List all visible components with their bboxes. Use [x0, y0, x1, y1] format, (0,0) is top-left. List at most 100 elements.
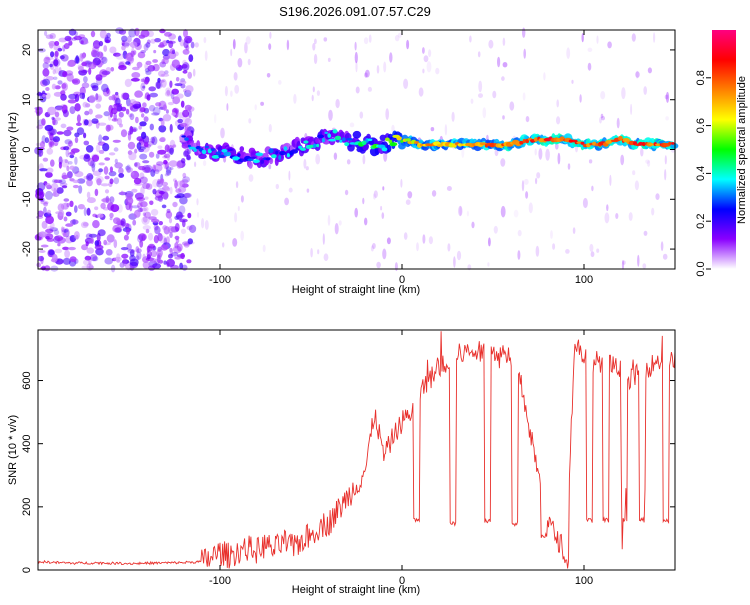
spectrogram-noise-blob: [145, 228, 150, 234]
spectrogram-noise-blob: [113, 147, 119, 152]
spectrogram-y-tick-label: 20: [21, 44, 33, 56]
spectrogram-noise-blob: [120, 129, 128, 138]
spectrogram-noise-streak: [664, 169, 667, 181]
spectrogram-noise-blob: [44, 124, 54, 132]
spectrogram-noise-streak: [591, 185, 594, 192]
spectrogram-noise-streak: [590, 251, 595, 258]
spectrogram-noise-streak: [488, 39, 494, 49]
spectrogram-noise-blob: [72, 184, 79, 189]
spectrogram-noise-blob: [148, 86, 156, 92]
spectrogram-noise-streak: [665, 91, 670, 103]
spectrogram-noise-streak: [647, 160, 651, 167]
spectrogram-noise-blob: [53, 44, 61, 51]
spectrogram-noise-blob: [142, 253, 146, 260]
spectrogram-noise-streak: [637, 254, 640, 267]
spectrogram-noise-streak: [372, 243, 376, 249]
spectrogram-noise-blob: [65, 211, 72, 217]
spectrogram-noise-blob: [182, 193, 191, 198]
spectrogram-noise-blob: [45, 215, 54, 225]
spectrogram-signal-core: [232, 156, 240, 161]
spectrogram-noise-blob: [153, 49, 157, 54]
spectrogram-noise-blob: [160, 118, 165, 127]
spectrogram-noise-streak: [354, 51, 358, 64]
spectrogram-noise-blob: [53, 229, 60, 236]
spectrogram-noise-streak: [522, 27, 526, 38]
snr-panel: -100 0 100 0 200 400 600 Height of straight l…: [7, 329, 676, 596]
spectrogram-signal-core: [339, 139, 343, 143]
spectrogram-noise-streak: [522, 92, 526, 101]
spectrogram-noise-blob: [168, 33, 177, 40]
spectrogram-noise-streak: [430, 127, 435, 132]
spectrogram-noise-streak: [556, 116, 561, 125]
spectrogram-noise-streak: [365, 69, 370, 78]
spectrogram-noise-blob: [49, 141, 55, 148]
spectrogram-noise-streak: [572, 227, 576, 235]
spectrogram-noise-blob: [104, 157, 111, 161]
spectrogram-x-tick-label: -100: [209, 274, 231, 286]
spectrogram-noise-streak: [615, 213, 619, 219]
spectrogram-noise-blob: [133, 177, 142, 185]
spectrogram-noise-streak: [286, 39, 290, 51]
spectrogram-noise-blob: [168, 160, 178, 168]
spectrogram-signal-core: [283, 146, 288, 151]
spectrogram-noise-streak: [240, 195, 244, 203]
spectrogram-noise-streak: [621, 259, 625, 270]
spectrogram-noise-blob: [115, 91, 119, 96]
spectrogram-noise-blob: [162, 48, 170, 57]
spectrogram-noise-blob: [63, 216, 68, 222]
spectrogram-noise-blob: [165, 109, 169, 114]
spectrogram-noise-streak: [383, 61, 387, 73]
spectrogram-noise-blob: [172, 201, 178, 208]
spectrogram-noise-blob: [62, 257, 71, 265]
spectrogram-noise-blob: [183, 192, 192, 199]
spectrogram-noise-streak: [288, 170, 291, 181]
spectrogram-noise-blob: [53, 179, 63, 184]
spectrogram-noise-streak: [322, 233, 325, 245]
spectrogram-noise-blob: [76, 122, 82, 126]
spectrogram-noise-blob: [61, 174, 69, 180]
spectrogram-noise-blob: [118, 191, 128, 196]
spectrogram-noise-blob: [102, 197, 111, 204]
spectrogram-noise-blob: [95, 144, 101, 153]
spectrogram-noise-blob: [81, 244, 88, 251]
spectrogram-signal-core: [404, 138, 412, 142]
spectrogram-noise-blob: [166, 208, 171, 214]
spectrogram-noise-blob: [143, 206, 149, 212]
spectrogram-noise-streak: [204, 220, 209, 230]
spectrogram-noise-streak: [268, 164, 272, 170]
spectrogram-noise-blob: [54, 235, 64, 242]
spectrogram-noise-blob: [174, 256, 182, 260]
spectrogram-noise-blob: [98, 40, 104, 47]
spectrogram-noise-blob: [183, 150, 189, 157]
spectrogram-noise-blob: [149, 200, 154, 206]
spectrogram-noise-streak: [245, 36, 251, 45]
colorbar-label: Normalized spectral amplitude: [736, 76, 748, 224]
spectrogram-noise-streak: [311, 94, 314, 102]
snr-x-tick-label: 0: [399, 575, 405, 587]
spectrogram-noise-streak: [202, 160, 207, 167]
spectrogram-noise-blob: [165, 236, 170, 245]
spectrogram-signal-core: [522, 138, 526, 144]
spectrogram-noise-blob: [153, 235, 159, 244]
spectrogram-noise-blob: [166, 89, 171, 96]
spectrogram-noise-blob: [72, 219, 76, 225]
spectrogram-noise-blob: [90, 160, 96, 168]
spectrogram-noise-streak: [635, 71, 640, 78]
spectrogram-noise-streak: [470, 98, 474, 104]
spectrogram-noise-streak: [312, 86, 315, 93]
spectrogram-noise-blob: [174, 222, 180, 232]
spectrogram-signal-core: [255, 152, 264, 157]
spectrogram-noise-streak: [359, 111, 364, 119]
spectrogram-noise-blob: [147, 65, 156, 72]
spectrogram-noise-blob: [56, 131, 64, 135]
spectrogram-noise-blob: [116, 253, 121, 261]
spectrogram-signal-core: [300, 147, 306, 151]
spectrogram-noise-blob: [138, 125, 142, 130]
spectrogram-noise-blob: [151, 112, 160, 116]
spectrogram-noise-blob: [160, 78, 167, 88]
spectrogram-noise-blob: [164, 32, 172, 37]
spectrogram-noise-streak: [451, 111, 455, 122]
spectrogram-signal-core: [290, 149, 299, 154]
spectrogram-noise-streak: [655, 193, 660, 201]
spectrogram-noise-blob: [150, 38, 156, 44]
